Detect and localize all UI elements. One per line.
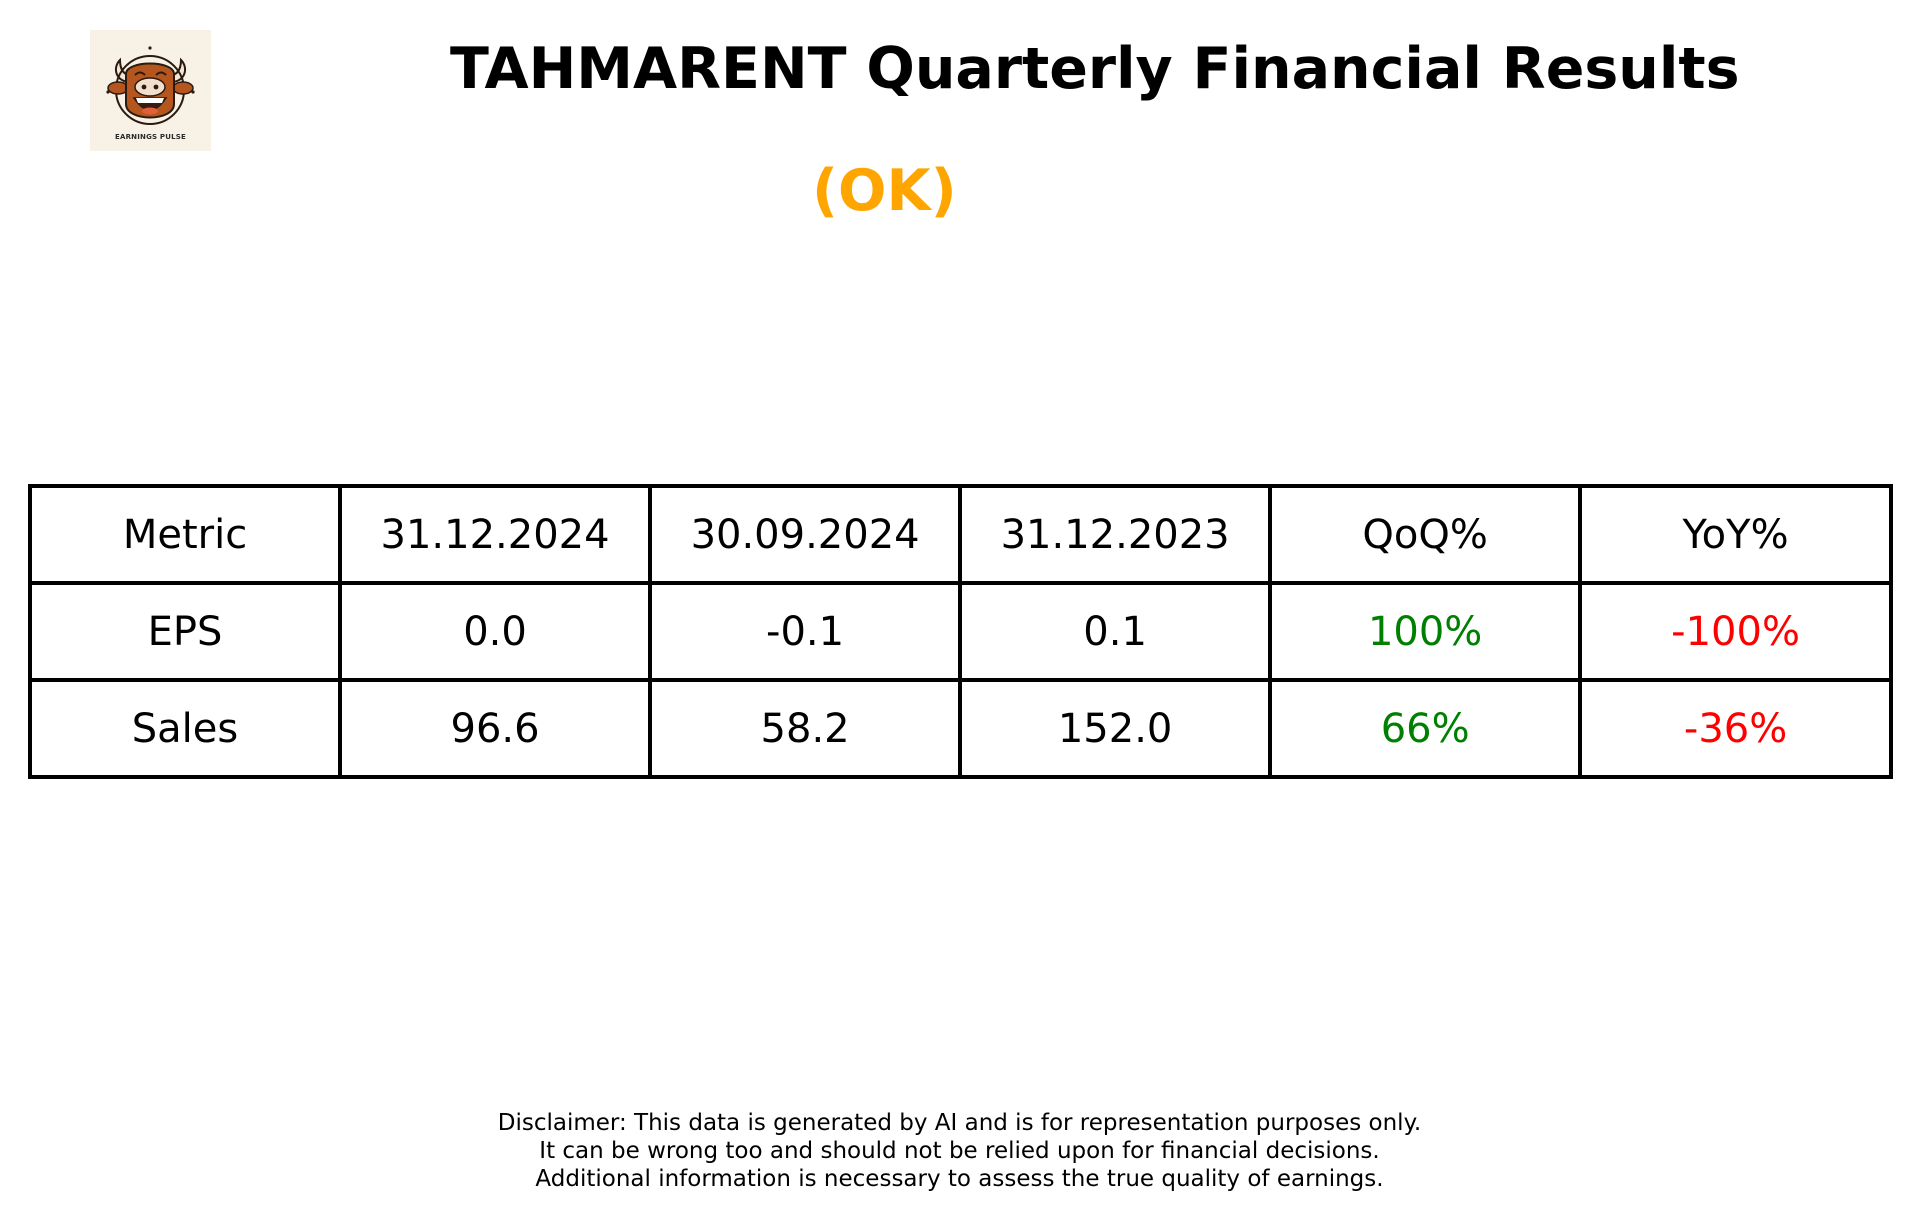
financial-results-table: Metric 31.12.2024 30.09.2024 31.12.2023 …	[27, 484, 1893, 779]
year-ago-quarter-value: 152.0	[958, 678, 1273, 779]
table-row-sales: Sales 96.6 58.2 152.0 66% -36%	[27, 678, 1893, 779]
qoq-change-value: 100%	[1268, 581, 1583, 682]
disclaimer-line: Disclaimer: This data is generated by AI…	[497, 1110, 1422, 1136]
qoq-change-value: 66%	[1268, 678, 1583, 779]
table-row-eps: EPS 0.0 -0.1 0.1 100% -100%	[27, 581, 1893, 682]
disclaimer-line: Additional information is necessary to a…	[535, 1166, 1384, 1192]
column-header-year-ago-quarter: 31.12.2023	[958, 484, 1273, 585]
column-header-metric: Metric	[27, 484, 343, 585]
column-header-previous-quarter: 30.09.2024	[648, 484, 963, 585]
table-header-row: Metric 31.12.2024 30.09.2024 31.12.2023 …	[27, 484, 1893, 585]
disclaimer: Disclaimer: This data is generated by AI…	[0, 1109, 1919, 1193]
current-quarter-value: 0.0	[338, 581, 653, 682]
status-badge: (OK)	[812, 158, 957, 224]
previous-quarter-value: -0.1	[648, 581, 963, 682]
metric-label: EPS	[27, 581, 343, 682]
bull-mascot-icon	[106, 46, 195, 125]
yoy-change-value: -100%	[1578, 581, 1893, 682]
previous-quarter-value: 58.2	[648, 678, 963, 779]
yoy-change-value: -36%	[1578, 678, 1893, 779]
logo-brand-text: EARNINGS PULSE	[114, 133, 187, 141]
disclaimer-line: It can be wrong too and should not be re…	[539, 1138, 1380, 1164]
earnings-pulse-logo: EARNINGS PULSE	[90, 30, 211, 151]
column-header-current-quarter: 31.12.2024	[338, 484, 653, 585]
column-header-yoy: YoY%	[1578, 484, 1893, 585]
metric-label: Sales	[27, 678, 343, 779]
page-title: TAHMARENT Quarterly Financial Results	[450, 36, 1740, 102]
column-header-qoq: QoQ%	[1268, 484, 1583, 585]
year-ago-quarter-value: 0.1	[958, 581, 1273, 682]
current-quarter-value: 96.6	[338, 678, 653, 779]
